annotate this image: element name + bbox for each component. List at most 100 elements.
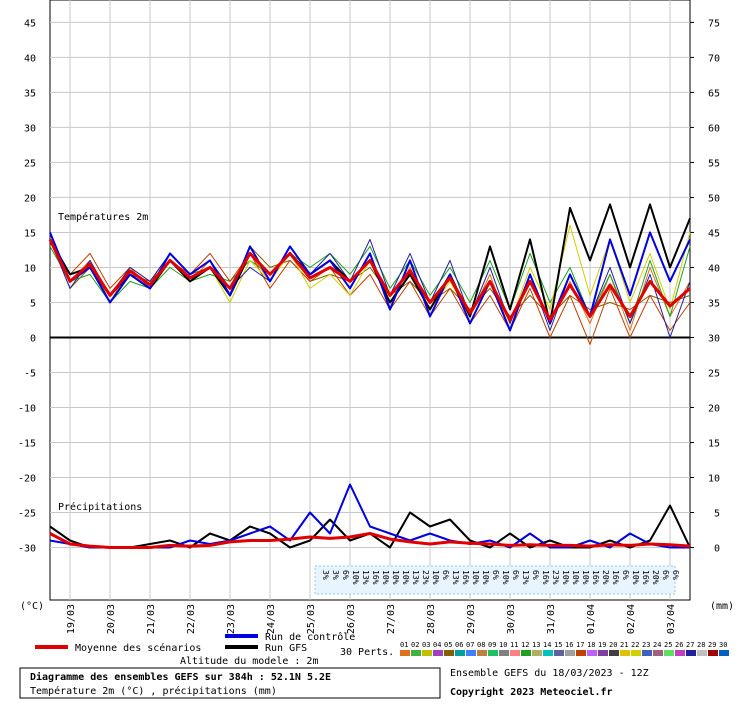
perturbation-number: 29	[708, 641, 716, 649]
snow-risk-label: 10%	[501, 570, 510, 585]
snow-risk-label: 16%	[611, 570, 620, 585]
y-tick-label: 10	[24, 263, 36, 274]
x-tick-label: 21/03	[146, 604, 157, 634]
snow-risk-label: 20%	[651, 570, 660, 585]
perturbation-number: 18	[587, 641, 595, 649]
perturbation-swatch	[532, 650, 542, 656]
run-info: Ensemble GEFS du 18/03/2023 - 12Z	[450, 668, 649, 679]
x-tick-label: 24/03	[266, 604, 277, 634]
snow-risk-label: 10%	[381, 570, 390, 585]
snow-risk-label: 6%	[531, 570, 540, 580]
y2-tick-label: 75	[708, 18, 720, 29]
perturbation-number: 03	[422, 641, 430, 649]
perturbation-swatch	[587, 650, 597, 656]
altitude: Altitude du modele : 2m	[180, 656, 318, 667]
perturbation-swatch	[576, 650, 586, 656]
y2-axis-label: (mm)	[710, 601, 734, 612]
y-tick-label: -10	[18, 403, 36, 414]
perturbation-number: 01	[400, 641, 408, 649]
y-tick-label: 45	[24, 18, 36, 29]
snow-risk-label: 3%	[331, 570, 340, 580]
y2-tick-label: 10	[708, 473, 720, 484]
y2-tick-label: 55	[708, 158, 720, 169]
perturbation-swatch	[697, 650, 707, 656]
perturbation-number: 07	[466, 641, 474, 649]
snow-risk-label: 6%	[341, 570, 350, 580]
y-tick-label: 40	[24, 53, 36, 64]
x-tick-label: 29/03	[466, 604, 477, 634]
precipitation-line	[49, 532, 691, 549]
y2-tick-label: 40	[708, 263, 720, 274]
y2-tick-label: 65	[708, 88, 720, 99]
y2-tick-label: 5	[714, 508, 720, 519]
perturbation-swatch	[411, 650, 421, 656]
perturbation-number: 20	[609, 641, 617, 649]
snow-risk-label: 3%	[321, 570, 330, 580]
snow-risk-label: 13%	[361, 570, 370, 585]
y-tick-label: -15	[18, 438, 36, 449]
perturbation-swatch	[642, 650, 652, 656]
y2-tick-label: 25	[708, 368, 720, 379]
perturbation-swatch	[565, 650, 575, 656]
snow-risk-label: 13%	[411, 570, 420, 585]
snow-risk-label: 10%	[571, 570, 580, 585]
snow-risk-label: 6%	[511, 570, 520, 580]
temp-label: Températures 2m	[58, 211, 148, 223]
perturbation-number: 30	[719, 641, 727, 649]
snow-risk-label: 10%	[401, 570, 410, 585]
perturbation-swatch	[686, 650, 696, 656]
perturbation-swatch	[653, 650, 663, 656]
perturbation-number: 04	[433, 641, 441, 649]
chart-title: Diagramme des ensembles GEFS sur 384h : …	[30, 671, 331, 683]
perturbation-number: 05	[444, 641, 452, 649]
x-tick-label: 22/03	[186, 604, 197, 634]
perturbation-number: 27	[686, 641, 694, 649]
perturbation-swatch	[675, 650, 685, 656]
perturbation-number: 16	[565, 641, 573, 649]
snow-risk-label: 10%	[391, 570, 400, 585]
x-tick-label: 25/03	[306, 604, 317, 634]
x-tick-label: 02/04	[626, 604, 637, 634]
snow-risk-label: 16%	[461, 570, 470, 585]
perturbation-number: 11	[510, 641, 518, 649]
y-tick-label: 5	[30, 298, 36, 309]
perturbation-swatch	[609, 650, 619, 656]
snow-risk-label: 6%	[441, 570, 450, 580]
y2-tick-label: 20	[708, 403, 720, 414]
perturbation-number: 14	[543, 641, 551, 649]
snow-risk-strip	[314, 565, 676, 595]
perturbation-swatch	[543, 650, 553, 656]
perturbation-number: 21	[620, 641, 628, 649]
perturbation-swatch	[499, 650, 509, 656]
y2-tick-label: 45	[708, 228, 720, 239]
y2-tick-label: 60	[708, 123, 720, 134]
perturbation-number: 23	[642, 641, 650, 649]
perturbation-number: 24	[653, 641, 661, 649]
x-tick-label: 23/03	[226, 604, 237, 634]
snow-risk-label: 13%	[521, 570, 530, 585]
snow-risk-label: 10%	[581, 570, 590, 585]
perturbation-number: 15	[554, 641, 562, 649]
snow-risk-label: 10%	[431, 570, 440, 585]
temperature-line	[48, 238, 691, 322]
y-tick-label: 35	[24, 88, 36, 99]
perturbation-number: 08	[477, 641, 485, 649]
title-box	[19, 667, 441, 699]
legend-label: Moyenne des scénarios	[75, 642, 201, 654]
perturbation-number: 02	[411, 641, 419, 649]
snow-risk-label: 16%	[541, 570, 550, 585]
perturbation-swatch	[400, 650, 410, 656]
perturbation-swatch	[554, 650, 564, 656]
snow-risk-label: 6%	[671, 570, 680, 580]
perturbation-number: 25	[664, 641, 672, 649]
y2-tick-label: 0	[714, 543, 720, 554]
perturbation-label: 30 Perts.	[340, 647, 394, 658]
perturbation-swatch	[444, 650, 454, 656]
perturbation-swatch	[631, 650, 641, 656]
perturbation-number: 09	[488, 641, 496, 649]
y2-tick-label: 15	[708, 438, 720, 449]
perturbation-swatch	[708, 650, 718, 656]
y-tick-label: 25	[24, 158, 36, 169]
y-tick-label: -5	[24, 368, 36, 379]
